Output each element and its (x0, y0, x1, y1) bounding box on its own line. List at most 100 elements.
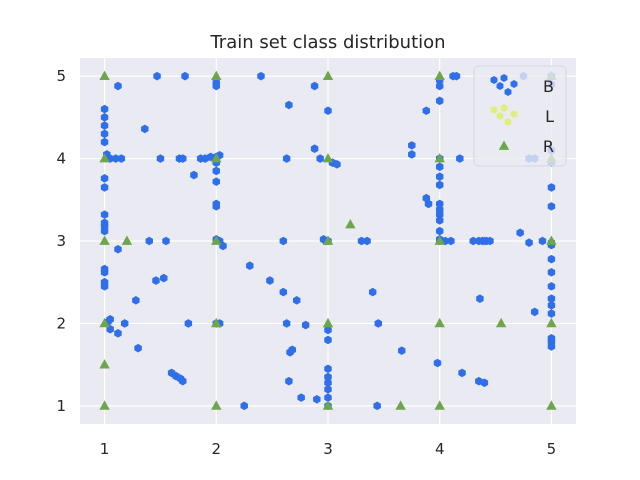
data-point (368, 287, 377, 297)
data-point (495, 317, 507, 328)
y-tick-label: 1 (56, 397, 66, 415)
data-point (99, 400, 110, 410)
data-point (211, 153, 222, 163)
data-point (434, 317, 445, 328)
data-point (547, 301, 556, 310)
data-point (546, 235, 557, 245)
data-point (156, 154, 165, 163)
data-point (475, 376, 483, 386)
data-point (408, 141, 416, 150)
data-point (313, 394, 321, 404)
data-point (246, 261, 254, 271)
data-point (100, 121, 109, 130)
data-point (145, 236, 153, 246)
data-point (395, 400, 406, 410)
data-point (546, 317, 557, 328)
data-point (398, 346, 406, 355)
data-point (120, 319, 129, 328)
data-point (282, 319, 291, 328)
legend-item-R: R (498, 137, 554, 156)
x-tick-labels: 1 2 3 4 5 (100, 440, 556, 458)
data-point (114, 329, 122, 338)
data-point (179, 376, 187, 386)
data-point (435, 226, 444, 236)
legend-item-B: B (490, 74, 554, 96)
data-point (201, 154, 209, 163)
data-point (100, 268, 109, 277)
data-point (547, 268, 556, 277)
data-point (112, 154, 120, 163)
y-tick-label: 5 (56, 67, 66, 85)
data-point (141, 124, 149, 134)
data-point (257, 71, 265, 81)
data-point (547, 202, 556, 211)
data-point (100, 183, 109, 192)
data-point (285, 100, 293, 110)
data-point (435, 162, 444, 172)
data-point (114, 81, 122, 91)
legend-marker (504, 88, 512, 96)
legend-label: B (543, 77, 554, 96)
y-tick-labels: 1 2 3 4 5 (56, 67, 66, 415)
data-point (456, 154, 464, 163)
data-point (288, 345, 296, 355)
data-point (324, 325, 332, 335)
data-point (469, 236, 477, 246)
y-tick-label: 2 (56, 314, 66, 332)
x-tick-label: 4 (435, 440, 445, 458)
data-point (458, 368, 466, 378)
data-point (132, 296, 140, 305)
data-point (324, 393, 332, 402)
data-point (240, 401, 248, 411)
data-point (293, 296, 301, 305)
data-point (434, 153, 445, 163)
data-point (357, 236, 366, 246)
data-point (434, 400, 445, 410)
data-point (546, 400, 557, 410)
data-point (433, 358, 442, 368)
data-point (211, 70, 222, 80)
data-point (211, 235, 222, 245)
data-point (117, 154, 126, 163)
data-point (547, 309, 556, 318)
data-point (324, 378, 332, 388)
data-point (211, 400, 222, 410)
legend: BLR (473, 65, 567, 167)
data-point (99, 359, 110, 369)
y-tick-label: 3 (56, 232, 66, 250)
data-point (99, 70, 110, 80)
x-tick-label: 3 (323, 440, 333, 458)
legend-marker (490, 76, 498, 84)
data-point (121, 235, 133, 245)
data-point (547, 254, 556, 264)
data-point (322, 400, 334, 410)
legend-label: R (543, 137, 554, 156)
data-point (434, 235, 445, 245)
data-point (435, 96, 444, 106)
data-point (408, 150, 416, 159)
legend-item-L: L (490, 104, 554, 126)
data-point (219, 241, 227, 251)
x-tick-label: 1 (100, 440, 110, 458)
data-point (322, 153, 334, 163)
legend-label: L (545, 107, 554, 126)
data-point (435, 180, 444, 190)
data-point (547, 282, 556, 291)
data-point (324, 364, 332, 374)
data-point (480, 378, 489, 388)
data-point (547, 294, 556, 303)
data-point (114, 244, 122, 254)
data-point (363, 236, 371, 246)
legend-marker (510, 80, 518, 88)
data-point (99, 235, 110, 245)
data-point (310, 81, 319, 91)
data-point (285, 376, 293, 386)
legend-marker (500, 74, 508, 82)
data-point (212, 177, 221, 186)
data-point (100, 113, 109, 122)
data-point (435, 81, 444, 91)
y-tick-label: 4 (56, 150, 66, 168)
data-point (316, 154, 324, 163)
data-point (99, 153, 110, 163)
